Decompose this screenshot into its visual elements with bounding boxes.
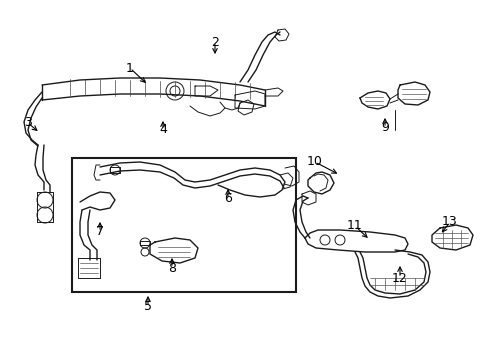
Text: 6: 6 xyxy=(224,193,231,206)
Text: 8: 8 xyxy=(168,261,176,274)
Text: 9: 9 xyxy=(380,121,388,135)
Text: 2: 2 xyxy=(211,36,219,49)
Bar xyxy=(72,158,295,292)
Text: 1: 1 xyxy=(126,62,134,75)
Text: 5: 5 xyxy=(143,301,152,314)
Text: 3: 3 xyxy=(24,117,32,130)
Text: 13: 13 xyxy=(441,216,457,229)
Text: 10: 10 xyxy=(306,156,322,168)
Text: 4: 4 xyxy=(159,123,166,136)
Text: 7: 7 xyxy=(96,225,104,238)
Text: 11: 11 xyxy=(346,220,362,233)
Text: 12: 12 xyxy=(391,271,407,284)
